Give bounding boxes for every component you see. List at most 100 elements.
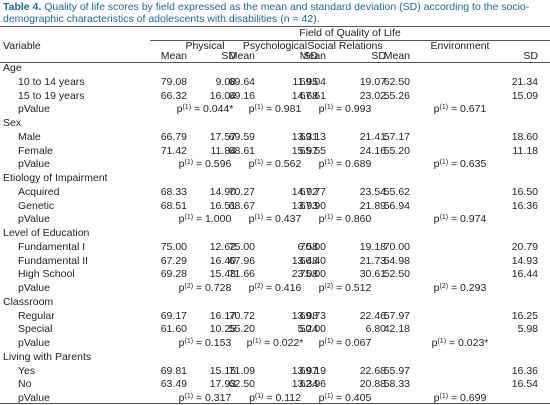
p-value-cell: p(2) = 0.728 [145, 281, 265, 295]
cell: 67.77 [299, 185, 326, 198]
p-test-marker: (1) [184, 214, 194, 222]
p-symbol: p [248, 282, 255, 294]
cell: 16.36 [511, 364, 538, 377]
column-header: Physical [185, 40, 225, 52]
cell: 23.54 [359, 185, 386, 198]
cell: 21.89 [359, 199, 386, 212]
cell: 67.90 [299, 199, 326, 212]
p-value: = 1.000 [196, 213, 232, 226]
cell: 69.19 [299, 364, 326, 377]
p-test-marker: (1) [184, 393, 194, 400]
cell: 70.00 [383, 240, 410, 253]
cell: 67.96 [228, 254, 255, 267]
row-label: No [18, 378, 32, 391]
p-test-marker: (1) [324, 214, 334, 222]
cell: 20.88 [359, 378, 386, 391]
p-symbol: p [246, 337, 253, 349]
p-test-marker: (1) [252, 338, 262, 345]
cell: 56.94 [383, 199, 410, 212]
p-test-marker: (2) [324, 283, 334, 290]
cell: 69.28 [160, 268, 187, 281]
cell: 9.08 [215, 75, 236, 88]
p-value: = 0.044* [193, 103, 234, 116]
p-value-cell: p(1) = 1.000 [145, 212, 265, 226]
p-test-marker: (1) [254, 393, 264, 400]
cell: 79.08 [160, 75, 187, 88]
p-value-cell: p(2) = 0.293 [400, 281, 520, 295]
row-label: Regular [18, 309, 55, 322]
cell: 14.93 [511, 254, 538, 267]
group-label: Age [3, 62, 22, 74]
cell: 15.09 [511, 89, 538, 102]
cell: 75.00 [160, 240, 187, 253]
p-symbol: p [433, 158, 440, 171]
cell: 65.55 [299, 144, 326, 157]
cell: 54.98 [383, 254, 410, 267]
row-label: 10 to 14 years [18, 75, 85, 88]
row-label: High School [18, 268, 75, 281]
cell: 52.50 [383, 268, 410, 281]
row-label: Female [18, 144, 54, 157]
cell: 69.04 [299, 75, 326, 88]
p-symbol: p [176, 103, 183, 116]
cell: 10.25 [209, 323, 236, 336]
stat-header: Mean [383, 50, 410, 62]
cell: 30.61 [359, 268, 386, 281]
p-value-cell: p(1) = 0.044* [145, 102, 265, 116]
row-label: pValue [18, 282, 50, 294]
p-test-marker: (2) [439, 283, 449, 290]
p-test-marker: (1) [184, 159, 194, 167]
p-symbol: p [178, 282, 185, 294]
stat-header: SD [303, 50, 318, 62]
cell: 68.33 [160, 185, 187, 198]
cell: 55.62 [383, 185, 410, 198]
row-label: Genetic [18, 199, 55, 212]
p-value: = 0.635 [451, 158, 487, 171]
p-value: = 0.993 [336, 103, 372, 116]
column-header: Social Relations [307, 40, 383, 52]
p-symbol: p [248, 103, 255, 116]
cell: 21.41 [359, 130, 386, 143]
p-value: = 0.981 [266, 103, 302, 116]
super-header: Field of Quality of Life [299, 27, 401, 39]
p-value: = 0.293 [451, 282, 487, 294]
cell: 6.58 [297, 240, 318, 253]
row-label: pValue [18, 392, 50, 404]
p-value: = 0.437 [266, 213, 302, 226]
p-test-marker: (1) [184, 338, 194, 345]
p-value-cell: p(1) = 0.317 [145, 391, 265, 405]
cell: 5.98 [517, 323, 538, 336]
cell: 20.79 [511, 240, 538, 253]
stat-header: Mean [160, 50, 187, 62]
p-test-marker: (1) [254, 214, 264, 222]
p-test-marker: (2) [254, 283, 264, 290]
p-test-marker: (1) [324, 338, 334, 345]
p-test-marker: (1) [324, 159, 334, 167]
p-test-marker: (1) [324, 393, 334, 400]
p-value-cell: p(1) = 0.022* [215, 336, 335, 350]
cell: 63.49 [160, 378, 187, 391]
cell: 19.07 [359, 75, 386, 88]
p-value: = 0.405 [336, 392, 372, 404]
p-symbol: p [318, 337, 325, 349]
cell: 71.09 [228, 364, 255, 377]
row-label: Special [18, 323, 53, 336]
row-label: pValue [18, 213, 50, 226]
p-symbol: p [433, 282, 440, 294]
cell: 16.04 [209, 89, 236, 102]
p-symbol: p [318, 282, 325, 294]
cell: 11.18 [512, 144, 539, 157]
p-symbol: p [318, 213, 325, 226]
p-value: = 0.562 [266, 158, 302, 171]
table-caption: Table 4. Quality of life scores by field… [3, 1, 548, 25]
p-test-marker: (1) [439, 159, 449, 167]
cell: 11.84 [210, 144, 237, 157]
p-value: = 0.596 [196, 158, 232, 171]
p-value: = 0.022* [263, 337, 304, 349]
p-symbol: p [248, 158, 255, 171]
cell: 13.97 [291, 364, 318, 377]
cell: 13.34 [291, 378, 318, 391]
p-value-cell: p (1) = 0.562 [215, 157, 335, 171]
p-value-cell: p(1) = 0.689 [285, 157, 405, 171]
column-header: Psychological [242, 40, 308, 52]
